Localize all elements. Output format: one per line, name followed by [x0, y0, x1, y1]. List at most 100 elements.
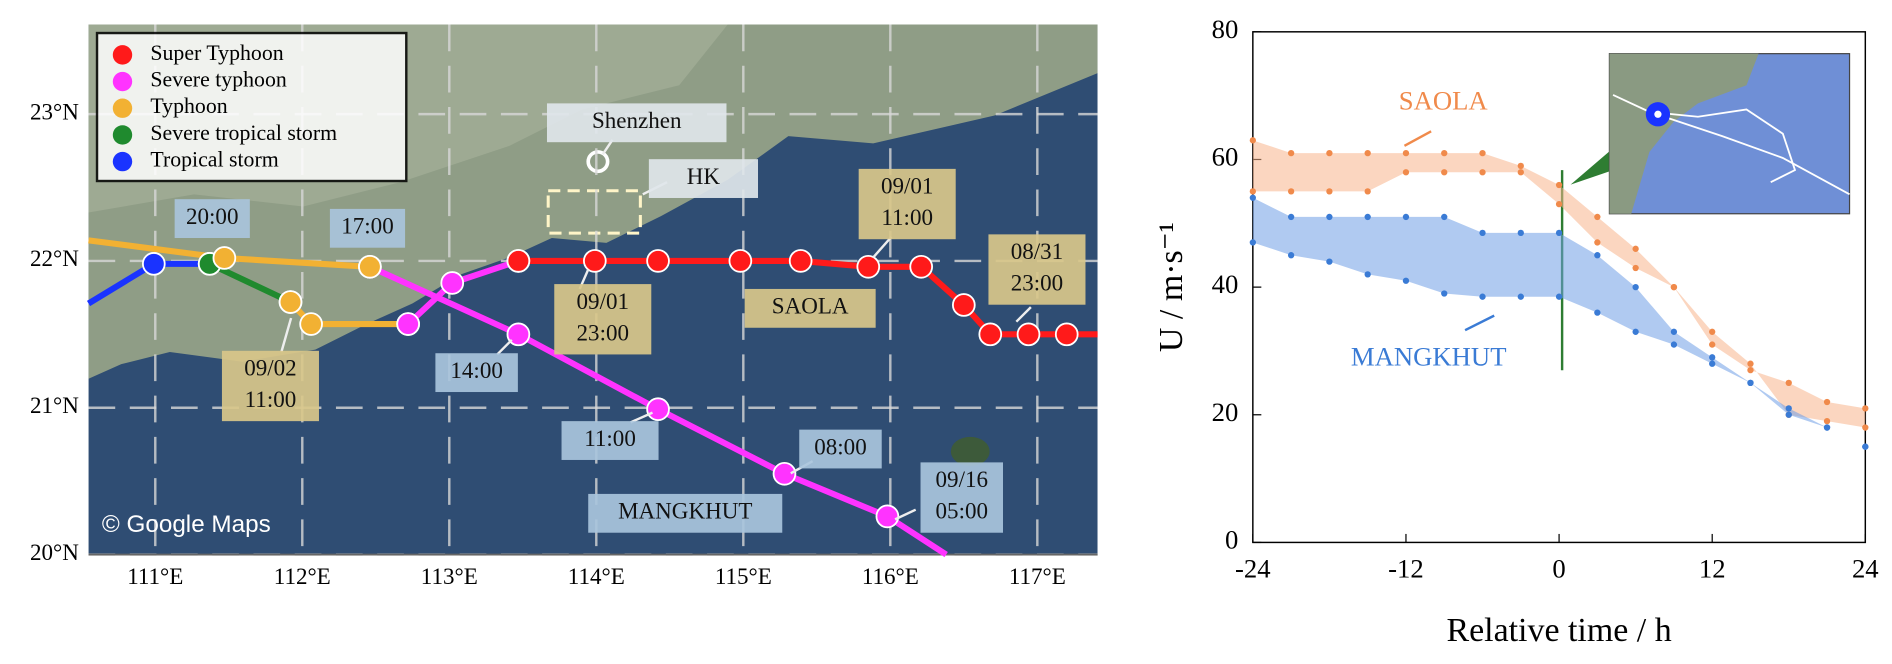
band-point: [1862, 424, 1869, 431]
track-point: [875, 504, 900, 529]
band-point: [1402, 213, 1410, 221]
annotation-box: [858, 168, 956, 240]
band-point: [1670, 328, 1678, 335]
band-point: [1709, 341, 1716, 348]
legend-marker: [112, 151, 133, 172]
band-point: [1326, 188, 1333, 195]
band-point: [1747, 366, 1754, 374]
band-point: [1517, 169, 1524, 176]
annotation-text: 09/01: [881, 173, 933, 199]
annotation-text: 08:00: [814, 433, 866, 459]
band-point: [1747, 360, 1754, 367]
inset-pointer: [1570, 148, 1614, 185]
x-tick-label: -12: [1388, 554, 1424, 584]
annotation-text: 08/31: [1011, 238, 1063, 264]
annotation-text: 11:00: [881, 204, 933, 230]
annotation-box: [799, 429, 882, 469]
leader-line: [872, 235, 893, 259]
y-tick-label: 22°N: [30, 245, 79, 271]
track-point: [506, 322, 531, 347]
shenzhen-marker: [586, 150, 610, 174]
track-point: [646, 397, 670, 422]
band-point: [1249, 239, 1256, 246]
legend-label: Severe typhoon: [150, 68, 286, 92]
y-axis-label: U / m·s⁻¹: [1153, 222, 1190, 352]
band-point: [1517, 229, 1524, 237]
annotation-box: [329, 208, 406, 248]
inset-marker-center: [1654, 110, 1662, 118]
annotation-box: [174, 199, 250, 239]
annotation-box: [221, 350, 319, 422]
band-point: [1785, 405, 1792, 412]
track-point: [396, 312, 420, 336]
annotation-text: 11:00: [245, 386, 297, 412]
track-point: [978, 322, 1003, 347]
annotation-text: 09/02: [244, 354, 296, 380]
band-point: [1555, 229, 1563, 237]
leader-line: [280, 317, 293, 353]
band-point: [1632, 283, 1639, 291]
band-point: [1479, 169, 1486, 176]
x-tick-label: 114°E: [568, 563, 625, 589]
band-point: [1364, 271, 1371, 278]
x-tick-label: 117°E: [1009, 563, 1066, 589]
legend-label: Severe tropical storm: [150, 121, 337, 145]
x-tick-label: 112°E: [274, 563, 331, 589]
band-point: [1862, 405, 1869, 412]
annotation-text: MANGKHUT: [618, 498, 752, 524]
legend-label: Tropical storm: [150, 148, 278, 172]
annotation-text: 05:00: [936, 498, 988, 524]
track-point: [299, 312, 323, 336]
band-point: [1364, 213, 1371, 221]
legend-marker: [112, 71, 133, 92]
annotation-box: [554, 284, 652, 355]
y-tick-label: 20: [1212, 397, 1239, 427]
annotation-box: [988, 234, 1086, 305]
legend-marker: [112, 98, 133, 118]
band-point: [1441, 149, 1448, 157]
track-point: [278, 290, 303, 314]
band-point: [1249, 137, 1256, 144]
legend-marker: [112, 125, 133, 145]
band-point: [1441, 169, 1448, 176]
annotation-box: [648, 159, 759, 198]
annotation-box: [744, 288, 876, 328]
leader-line: [496, 339, 513, 356]
band-point: [1862, 443, 1869, 450]
y-tick-label: 23°N: [30, 98, 79, 124]
annotation-text: HK: [687, 163, 721, 189]
leader-line: [1464, 314, 1495, 332]
x-tick-label: 113°E: [421, 563, 478, 589]
band-point: [1249, 194, 1256, 201]
track-point: [728, 249, 753, 273]
hk-box: [546, 189, 642, 235]
annotation-text: 20:00: [186, 203, 238, 229]
annotation-box: [435, 353, 518, 393]
legend-marker: [112, 45, 133, 65]
band-point: [1326, 213, 1333, 221]
annotation-box: [920, 462, 1004, 533]
track-point: [1016, 322, 1041, 347]
annotation-text: 23:00: [577, 319, 629, 345]
band-point: [1555, 293, 1563, 300]
x-axis-label: Relative time / h: [1446, 612, 1671, 649]
inset-map: [1608, 53, 1851, 215]
band-area: [1252, 140, 1866, 428]
band-area: [1252, 197, 1866, 447]
band-point: [1709, 328, 1716, 335]
band-point: [1402, 277, 1410, 284]
leader-line: [894, 508, 917, 521]
band-point: [1594, 239, 1601, 246]
track-point: [646, 249, 670, 273]
y-tick-label: 20°N: [30, 539, 79, 565]
leader-line: [1403, 130, 1432, 147]
annotation-text: 09/16: [936, 466, 988, 492]
annotation-box: [546, 103, 727, 143]
band-point: [1594, 252, 1601, 259]
legend-label: Typhoon: [150, 94, 227, 118]
track-point: [951, 293, 976, 317]
series-label: SAOLA: [1399, 86, 1489, 116]
band-point: [1479, 149, 1486, 157]
band-point: [1287, 213, 1295, 221]
